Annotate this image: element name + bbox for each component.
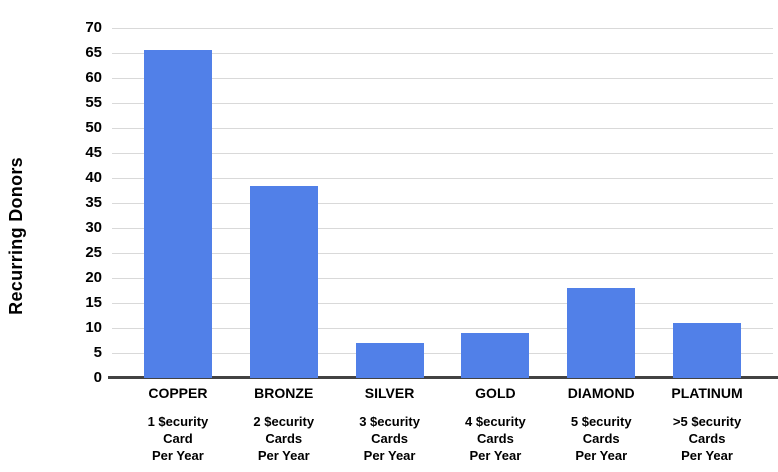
x-sub-label: 3 $ecurity Cards Per Year: [337, 413, 443, 464]
y-tick-label: 0: [93, 369, 102, 386]
gridline: [112, 277, 773, 279]
x-sub-label-line: Per Year: [469, 448, 522, 463]
x-sub-label-line: Cards: [688, 431, 726, 446]
plot-area: [112, 28, 773, 378]
gridline: [112, 28, 773, 29]
x-label-column: GOLD 4 $ecurity Cards Per Year: [442, 385, 548, 464]
y-axis-tick-labels: 0 5 10 15 20 25 30 35 40 45 50 55 60 65 70: [0, 19, 102, 386]
x-sub-label-line: Per Year: [152, 448, 204, 463]
bar-gold: [461, 333, 530, 378]
x-category-label: GOLD: [475, 385, 516, 401]
x-category-label: BRONZE: [254, 385, 314, 401]
x-label-column: SILVER 3 $ecurity Cards Per Year: [337, 385, 443, 464]
y-tick-label: 40: [85, 169, 102, 186]
x-sub-label-line: Cards: [371, 431, 408, 446]
y-tick-label: 45: [85, 144, 102, 161]
x-sub-label: 2 $ecurity Cards Per Year: [231, 413, 337, 464]
x-category-label: PLATINUM: [671, 385, 743, 401]
x-label-column: DIAMOND 5 $ecurity Cards Per Year: [548, 385, 654, 464]
gridline: [112, 177, 773, 179]
x-sub-label-line: Per Year: [681, 448, 733, 463]
y-tick-label: 30: [85, 219, 102, 236]
y-tick-label: 65: [85, 44, 102, 61]
y-tick-label: 15: [85, 294, 102, 311]
bar-copper: [143, 49, 212, 378]
bar-column: [125, 28, 231, 378]
bar-bronze: [249, 185, 318, 378]
bar-column: [654, 28, 760, 378]
x-sub-label-line: Cards: [582, 431, 620, 446]
bar-diamond: [567, 288, 636, 378]
y-tick-label: 10: [85, 319, 102, 336]
x-sub-label-line: Cards: [265, 431, 303, 446]
x-label-column: PLATINUM >5 $ecurity Cards Per Year: [654, 385, 760, 464]
gridline: [112, 227, 773, 229]
gridline: [112, 77, 773, 79]
y-tick-label: 55: [85, 94, 102, 111]
y-tick-label: 50: [85, 119, 102, 136]
x-sub-label: 1 $ecurity Card Per Year: [125, 413, 231, 464]
bar-column: [442, 28, 548, 378]
x-axis-labels: COPPER 1 $ecurity Card Per Year BRONZE 2 $ecu…: [125, 385, 760, 464]
y-tick-label: 70: [85, 19, 102, 36]
x-sub-label-line: 1 $ecurity: [147, 414, 209, 429]
gridline: [112, 352, 773, 354]
x-sub-label-line: Per Year: [575, 448, 628, 463]
y-tick-label: 25: [85, 244, 102, 261]
bar-platinum: [673, 323, 742, 378]
x-sub-label-line: Card: [163, 431, 193, 446]
y-tick-label: 60: [85, 69, 102, 86]
x-sub-label-line: 2 $ecurity: [253, 414, 315, 429]
gridline: [112, 127, 773, 129]
x-sub-label-line: 3 $ecurity: [359, 414, 420, 429]
x-category-label: SILVER: [364, 385, 415, 401]
x-sub-label-line: 4 $ecurity: [465, 414, 526, 429]
x-category-label: COPPER: [148, 385, 208, 401]
y-tick-label: 20: [85, 269, 102, 286]
x-sub-label-line: Cards: [476, 431, 514, 446]
x-sub-label: 5 $ecurity Cards Per Year: [548, 413, 654, 464]
bar-column: [337, 28, 443, 378]
x-sub-label: 4 $ecurity Cards Per Year: [442, 413, 548, 464]
bar-silver: [355, 343, 424, 378]
x-sub-label-line: Per Year: [257, 448, 310, 463]
gridline: [112, 102, 773, 104]
gridline: [112, 52, 773, 54]
gridline: [112, 202, 773, 204]
bars-row: [125, 28, 760, 378]
x-sub-label-line: Per Year: [363, 448, 416, 463]
x-label-column: BRONZE 2 $ecurity Cards Per Year: [231, 385, 337, 464]
x-sub-label-line: >5 $ecurity: [672, 414, 742, 429]
y-tick-label: 5: [93, 344, 102, 361]
x-label-column: COPPER 1 $ecurity Card Per Year: [125, 385, 231, 464]
x-sub-label: >5 $ecurity Cards Per Year: [654, 413, 760, 464]
gridline: [112, 252, 773, 254]
gridline: [112, 152, 773, 154]
bar-column: [231, 28, 337, 378]
x-category-label: DIAMOND: [567, 385, 635, 401]
y-tick-label: 35: [85, 194, 102, 211]
gridline: [112, 327, 773, 329]
gridline: [112, 302, 773, 304]
bar-column: [548, 28, 654, 378]
x-axis-line: [108, 376, 778, 379]
x-sub-label-line: 5 $ecurity: [570, 414, 632, 429]
